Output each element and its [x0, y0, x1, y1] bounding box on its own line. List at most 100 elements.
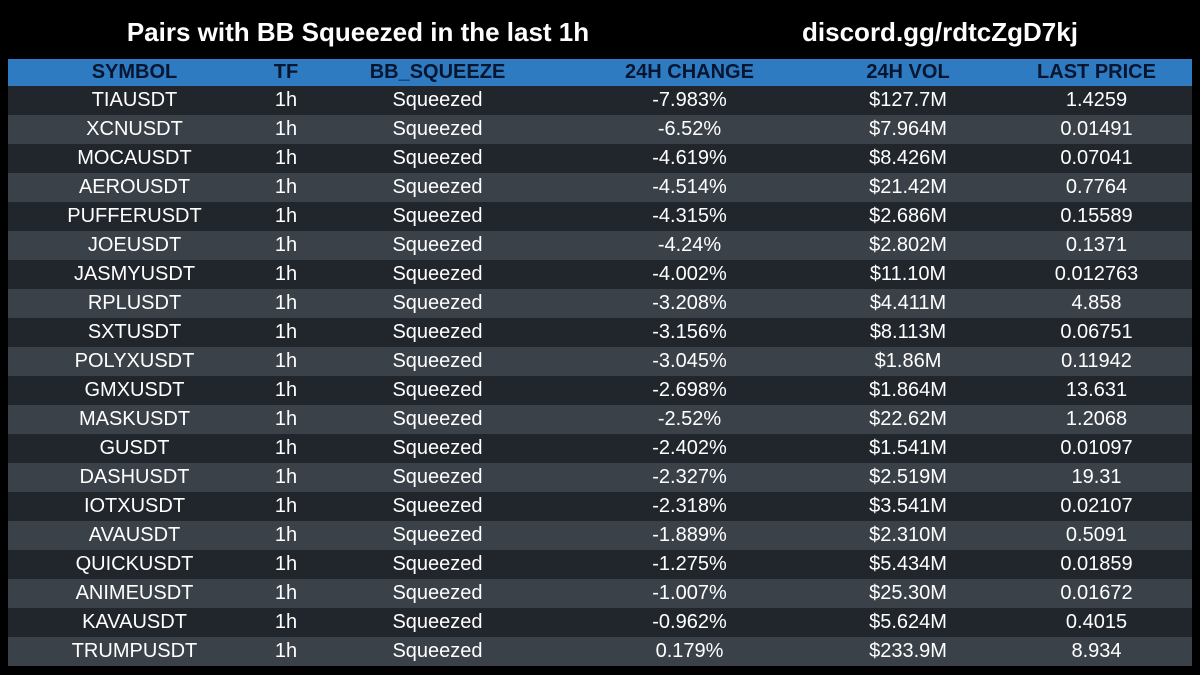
column-header-last-price: LAST PRICE [1037, 61, 1156, 83]
bb-squeeze-cell: Squeezed [392, 118, 483, 140]
change-cell: -3.045% [652, 350, 727, 372]
volume-cell: $8.113M [869, 321, 947, 343]
price-cell: 0.07041 [1060, 147, 1133, 169]
volume-cell: $11.10M [869, 263, 947, 285]
tf-cell: 1h [274, 350, 298, 372]
symbol-cell: GUSDT [99, 437, 170, 459]
bb-squeeze-cell: Squeezed [392, 611, 483, 633]
volume-cell: $7.964M [869, 118, 947, 140]
table-row: QUICKUSDT 1h Squeezed -1.275% $5.434M 0.01859 [8, 550, 1192, 579]
bb-squeeze-cell: Squeezed [392, 350, 483, 372]
change-cell: -2.402% [652, 437, 727, 459]
volume-cell: $127.7M [869, 89, 947, 111]
price-cell: 0.012763 [1054, 263, 1139, 285]
tf-cell: 1h [274, 611, 298, 633]
symbol-cell: AEROUSDT [78, 176, 191, 198]
table-row: PUFFERUSDT 1h Squeezed -4.315% $2.686M 0.1558… [8, 202, 1192, 231]
discord-link: discord.gg/rdtcZgD7kj [802, 17, 1078, 47]
tf-cell: 1h [274, 205, 298, 227]
table-row: RPLUSDT 1h Squeezed -3.208% $4.411M 4.858 [8, 289, 1192, 318]
tf-cell: 1h [274, 379, 298, 401]
price-cell: 0.02107 [1060, 495, 1133, 517]
tf-cell: 1h [274, 408, 298, 430]
bb-squeeze-cell: Squeezed [392, 176, 483, 198]
volume-cell: $1.864M [869, 379, 947, 401]
symbol-cell: JOEUSDT [87, 234, 182, 256]
tf-cell: 1h [274, 234, 298, 256]
bb-squeeze-cell: Squeezed [392, 89, 483, 111]
symbol-cell: GMXUSDT [84, 379, 185, 401]
price-cell: 1.4259 [1065, 89, 1128, 111]
price-cell: 0.7764 [1065, 176, 1128, 198]
symbol-cell: RPLUSDT [87, 292, 182, 314]
volume-cell: $8.426M [869, 147, 947, 169]
change-cell: 0.179% [655, 640, 724, 662]
bb-squeeze-cell: Squeezed [392, 495, 483, 517]
table-row: MASKUSDT 1h Squeezed -2.52% $22.62M 1.2068 [8, 405, 1192, 434]
bb-squeeze-cell: Squeezed [392, 263, 483, 285]
page-title: Pairs with BB Squeezed in the last 1h [126, 17, 590, 47]
table-body: TIAUSDT 1h Squeezed -7.983% $127.7M 1.4259 XCN… [8, 86, 1192, 666]
price-cell: 0.4015 [1065, 611, 1128, 633]
price-cell: 0.01672 [1060, 582, 1133, 604]
tf-cell: 1h [274, 582, 298, 604]
table-row: IOTXUSDT 1h Squeezed -2.318% $3.541M 0.02107 [8, 492, 1192, 521]
bb-squeeze-cell: Squeezed [392, 234, 483, 256]
tf-cell: 1h [274, 176, 298, 198]
volume-cell: $2.802M [869, 234, 947, 256]
column-header-bb-squeeze: BB_SQUEEZE [369, 61, 506, 83]
tf-cell: 1h [274, 147, 298, 169]
change-cell: -2.52% [657, 408, 722, 430]
table-row: SXTUSDT 1h Squeezed -3.156% $8.113M 0.06751 [8, 318, 1192, 347]
bb-squeeze-cell: Squeezed [392, 292, 483, 314]
tf-cell: 1h [274, 263, 298, 285]
table-row: GUSDT 1h Squeezed -2.402% $1.541M 0.01097 [8, 434, 1192, 463]
column-header-24h-change: 24H CHANGE [625, 61, 754, 83]
symbol-cell: ANIMEUSDT [75, 582, 194, 604]
bb-squeeze-cell: Squeezed [392, 524, 483, 546]
tf-cell: 1h [274, 495, 298, 517]
table-row: GMXUSDT 1h Squeezed -2.698% $1.864M 13.631 [8, 376, 1192, 405]
volume-cell: $2.519M [869, 466, 947, 488]
change-cell: -2.327% [652, 466, 727, 488]
price-cell: 19.31 [1071, 466, 1122, 488]
table-row: JASMYUSDT 1h Squeezed -4.002% $11.10M 0.01276… [8, 260, 1192, 289]
squeeze-table: SYMBOL TF BB_SQUEEZE 24H CHANGE 24H VOL … [8, 59, 1192, 666]
table-row: ANIMEUSDT 1h Squeezed -1.007% $25.30M 0.01672 [8, 579, 1192, 608]
table-row: XCNUSDT 1h Squeezed -6.52% $7.964M 0.01491 [8, 115, 1192, 144]
bb-squeeze-cell: Squeezed [392, 582, 483, 604]
table-row: JOEUSDT 1h Squeezed -4.24% $2.802M 0.1371 [8, 231, 1192, 260]
volume-cell: $25.30M [869, 582, 947, 604]
tf-cell: 1h [274, 292, 298, 314]
bb-squeeze-cell: Squeezed [392, 553, 483, 575]
tf-cell: 1h [274, 524, 298, 546]
bb-squeeze-cell: Squeezed [392, 466, 483, 488]
change-cell: -3.156% [652, 321, 727, 343]
change-cell: -7.983% [652, 89, 727, 111]
price-cell: 13.631 [1065, 379, 1128, 401]
column-header-symbol: SYMBOL [91, 61, 178, 83]
price-cell: 8.934 [1071, 640, 1122, 662]
change-cell: -4.619% [652, 147, 727, 169]
table-row: MOCAUSDT 1h Squeezed -4.619% $8.426M 0.07041 [8, 144, 1192, 173]
symbol-cell: TRUMPUSDT [71, 640, 198, 662]
table-row: TRUMPUSDT 1h Squeezed 0.179% $233.9M 8.934 [8, 637, 1192, 666]
symbol-cell: POLYXUSDT [74, 350, 195, 372]
change-cell: -1.007% [652, 582, 727, 604]
symbol-cell: MASKUSDT [78, 408, 191, 430]
bb-squeeze-cell: Squeezed [392, 640, 483, 662]
change-cell: -3.208% [652, 292, 727, 314]
bb-squeeze-cell: Squeezed [392, 437, 483, 459]
volume-cell: $4.411M [869, 292, 947, 314]
column-header-tf: TF [273, 61, 299, 83]
symbol-cell: PUFFERUSDT [67, 205, 202, 227]
price-cell: 0.11942 [1061, 350, 1132, 372]
title-bar: Pairs with BB Squeezed in the last 1h di… [0, 0, 1200, 58]
price-cell: 0.5091 [1065, 524, 1128, 546]
symbol-cell: AVAUSDT [88, 524, 181, 546]
table-row: AEROUSDT 1h Squeezed -4.514% $21.42M 0.7764 [8, 173, 1192, 202]
change-cell: -4.002% [652, 263, 727, 285]
price-cell: 0.01859 [1060, 553, 1133, 575]
symbol-cell: XCNUSDT [86, 118, 183, 140]
